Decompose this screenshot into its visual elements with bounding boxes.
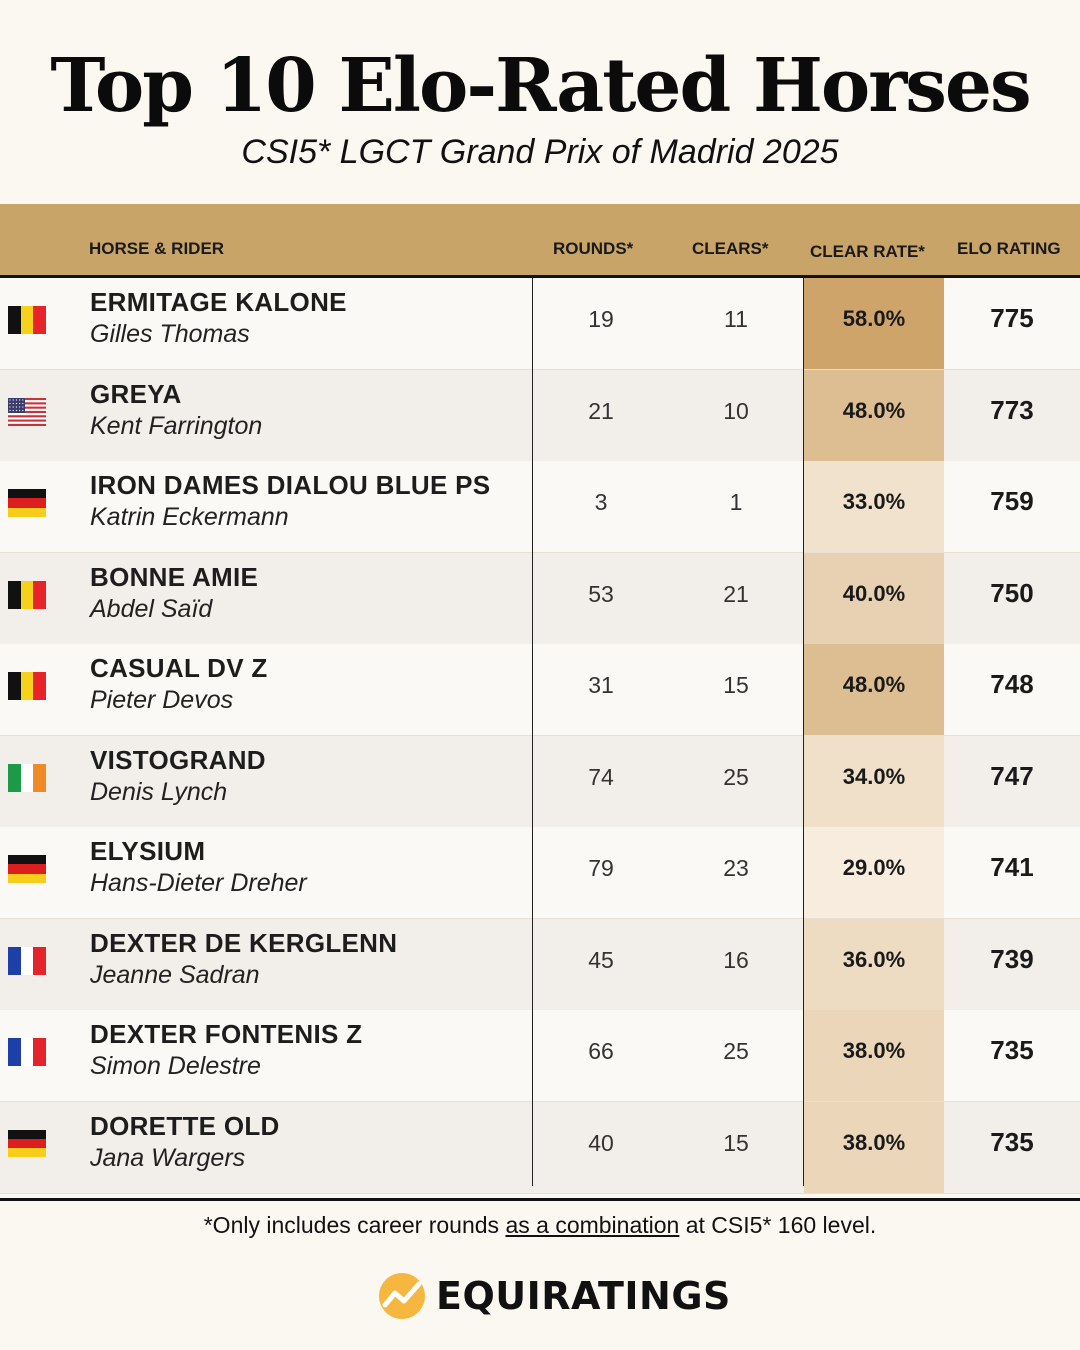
- rounds-value: 66: [588, 1038, 614, 1064]
- page-subtitle: CSI5* LGCT Grand Prix of Madrid 2025: [241, 133, 839, 171]
- column-divider: [803, 278, 804, 1186]
- rounds-value: 3: [594, 489, 608, 515]
- clears-value: 15: [723, 1129, 749, 1156]
- rounds-value: 79: [588, 855, 614, 881]
- clears-value: 11: [724, 306, 748, 332]
- elo-rating-value: 741: [990, 852, 1034, 882]
- rider-name: Kent Farrington: [90, 411, 263, 440]
- clear-rate-value: 29.0%: [804, 827, 944, 918]
- rounds-value: 31: [588, 672, 614, 698]
- table-row: DEXTER DE KERGLENN Jeanne Sadran 45 16 36.0%…: [0, 918, 1080, 1011]
- clears-value: 15: [723, 672, 749, 698]
- rider-name: Pieter Devos: [90, 686, 234, 714]
- clear-rate-value: 48.0%: [804, 369, 944, 461]
- horse-name: CASUAL DV Z: [90, 653, 268, 683]
- france-flag-icon: [8, 1038, 46, 1066]
- footnote-text-end: at CSI5* 160 level.: [679, 1212, 877, 1238]
- horse-name: ERMITAGE KALONE: [90, 287, 347, 317]
- rider-name: Gilles Thomas: [90, 320, 250, 348]
- clear-rate-value: 48.0%: [804, 644, 944, 735]
- elo-rating-value: 748: [990, 669, 1034, 699]
- rider-name: Jana Wargers: [90, 1143, 246, 1172]
- clear-rate-value: 38.0%: [804, 1101, 944, 1193]
- rider-name: Hans-Dieter Dreher: [90, 869, 307, 897]
- clears-value: 23: [723, 855, 749, 881]
- rounds-value: 21: [588, 397, 614, 424]
- horse-name: GREYA: [90, 378, 182, 409]
- elo-rating-value: 775: [990, 303, 1034, 333]
- clears-value: 1: [729, 489, 743, 515]
- clear-rate-value: 58.0%: [804, 278, 944, 369]
- header-elo-rating: ELO RATING: [957, 239, 1061, 258]
- rounds-value: 19: [588, 306, 614, 332]
- elo-rating-value: 747: [990, 760, 1034, 791]
- elo-rating-value: 773: [990, 394, 1034, 425]
- horse-name: DEXTER FONTENIS Z: [90, 1019, 363, 1049]
- table-row: CASUAL DV Z Pieter Devos 31 15 48.0% 748: [0, 644, 1080, 736]
- horse-name: IRON DAMES DIALOU BLUE PS: [90, 470, 491, 500]
- horse-name: DEXTER DE KERGLENN: [90, 927, 398, 958]
- column-divider: [532, 278, 533, 1186]
- clears-value: 10: [723, 397, 749, 424]
- brand-name: EQUIRATINGS: [436, 1274, 731, 1318]
- ireland-flag-icon: [8, 763, 46, 792]
- belgium-flag-icon: [8, 580, 46, 609]
- rounds-value: 74: [588, 763, 614, 790]
- rider-name: Katrin Eckermann: [90, 503, 289, 531]
- rider-name: Simon Delestre: [90, 1052, 261, 1080]
- belgium-flag-icon: [8, 672, 46, 700]
- clears-value: 21: [723, 580, 749, 607]
- rounds-value: 53: [588, 580, 614, 607]
- table-row: ERMITAGE KALONE Gilles Thomas 19 11 58.0% 775: [0, 278, 1080, 370]
- france-flag-icon: [8, 946, 46, 975]
- table-row: GREYA Kent Farrington 21 10 48.0% 773: [0, 369, 1080, 462]
- table-row: ELYSIUM Hans-Dieter Dreher 79 23 29.0% 741: [0, 827, 1080, 919]
- table-row: IRON DAMES DIALOU BLUE PS Katrin Eckerman…: [0, 461, 1080, 553]
- horse-name: ELYSIUM: [90, 836, 206, 866]
- clears-value: 25: [723, 763, 749, 790]
- page-title: Top 10 Elo-Rated Horses: [50, 43, 1031, 129]
- rider-name: Jeanne Sadran: [90, 960, 260, 989]
- header-horse-rider: HORSE & RIDER: [89, 239, 225, 258]
- table-header: HORSE & RIDER ROUNDS* CLEARS* CLEAR RATE…: [0, 204, 1080, 278]
- clear-rate-value: 33.0%: [804, 461, 944, 552]
- elo-rating-value: 750: [990, 577, 1034, 608]
- elo-rating-value: 759: [990, 486, 1034, 516]
- footnote-text: *Only includes career rounds: [203, 1212, 506, 1238]
- header-clear-rate: CLEAR RATE*: [810, 242, 925, 261]
- usa-flag-icon: [8, 397, 46, 426]
- rider-name: Denis Lynch: [90, 777, 228, 806]
- footnote: *Only includes career rounds as a combin…: [0, 1212, 1080, 1239]
- elo-rating-value: 739: [990, 943, 1034, 974]
- table-bottom-rule: [0, 1198, 1080, 1201]
- clear-rate-value: 36.0%: [804, 918, 944, 1010]
- belgium-flag-icon: [8, 306, 46, 334]
- clear-rate-value: 40.0%: [804, 552, 944, 644]
- rider-name: Abdel Saïd: [90, 594, 213, 623]
- brand: EQUIRATINGS: [378, 1268, 731, 1324]
- rounds-value: 40: [588, 1129, 614, 1156]
- clear-rate-value: 34.0%: [804, 735, 944, 827]
- rounds-value: 45: [588, 946, 614, 973]
- table-row: VISTOGRAND Denis Lynch 74 25 34.0% 747: [0, 735, 1080, 828]
- elo-rating-value: 735: [990, 1126, 1034, 1157]
- germany-flag-icon: [8, 1129, 46, 1158]
- germany-flag-icon: [8, 855, 46, 883]
- footnote-link[interactable]: as a combination: [505, 1212, 680, 1238]
- header-clears: CLEARS*: [692, 239, 769, 258]
- horse-name: DORETTE OLD: [90, 1110, 280, 1141]
- germany-flag-icon: [8, 489, 46, 517]
- horse-name: BONNE AMIE: [90, 561, 259, 592]
- clears-value: 16: [723, 946, 749, 973]
- table-row: BONNE AMIE Abdel Saïd 53 21 40.0% 750: [0, 552, 1080, 645]
- header-rounds: ROUNDS*: [553, 239, 634, 258]
- table-row: DEXTER FONTENIS Z Simon Delestre 66 25 38.0%…: [0, 1010, 1080, 1102]
- clears-value: 25: [723, 1038, 749, 1064]
- clear-rate-value: 38.0%: [804, 1010, 944, 1101]
- equiratings-logo-icon: [379, 1273, 425, 1319]
- elo-rating-value: 735: [990, 1035, 1034, 1065]
- table-row: DORETTE OLD Jana Wargers 40 15 38.0% 735: [0, 1101, 1080, 1194]
- horse-name: VISTOGRAND: [90, 744, 266, 775]
